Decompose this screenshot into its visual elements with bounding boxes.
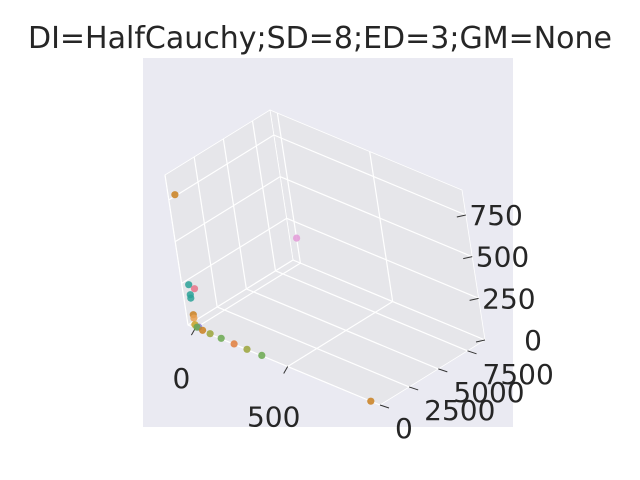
- tick-marks: [190, 214, 486, 409]
- scatter-point: [185, 281, 193, 289]
- x-tick-label: 500: [247, 401, 300, 434]
- scatter-point: [190, 285, 199, 293]
- z-tick-label: 750: [469, 199, 522, 232]
- scatter-point: [258, 351, 266, 359]
- y-tick-label: 2500: [424, 394, 495, 427]
- scatter-point: [187, 294, 195, 302]
- scatter-point: [217, 334, 225, 342]
- z-gridline-back: [292, 259, 486, 341]
- y-tick-mark: [409, 386, 419, 391]
- y-gridline-floor: [246, 288, 439, 370]
- scatter-point: [171, 191, 179, 199]
- z-gridline-side: [181, 217, 287, 284]
- z-tick-mark: [456, 214, 466, 218]
- x-tick-label: 0: [172, 362, 190, 395]
- y-tick-mark: [438, 368, 448, 373]
- x-tick-mark: [283, 366, 289, 374]
- y-tick-label: 5000: [453, 376, 524, 409]
- scatter-point: [193, 323, 201, 331]
- data-points: [171, 191, 375, 405]
- y-gridline-floor: [275, 270, 468, 352]
- scatter-point: [243, 345, 251, 353]
- y-gridline-floor: [216, 306, 410, 388]
- z-tick-label: 250: [482, 282, 535, 315]
- chart-title: DI=HalfCauchy;SD=8;ED=3;GM=None: [28, 21, 612, 56]
- z-gridline-side: [174, 176, 281, 243]
- z-tick-label: 0: [524, 324, 542, 357]
- scatter-point: [190, 314, 198, 322]
- scatter-point: [367, 397, 375, 405]
- y-tick-label: 0: [395, 412, 413, 445]
- z-gridline-side: [168, 134, 275, 201]
- z-tick-label: 500: [476, 241, 529, 274]
- y-tick-mark: [467, 350, 477, 355]
- y-tick-label: 7500: [483, 358, 554, 391]
- z-gridline-back: [279, 176, 473, 258]
- scatter-point: [230, 340, 238, 348]
- z-gridline-back: [286, 217, 479, 299]
- z-gridline-back: [273, 134, 467, 216]
- z-tick-mark: [469, 297, 479, 301]
- y-tick-mark: [379, 404, 390, 409]
- z-tick-mark: [463, 256, 473, 260]
- scatter-point: [206, 330, 214, 338]
- z-gridline-side: [187, 259, 294, 326]
- scatter-point: [199, 326, 207, 334]
- z-tick-mark: [475, 339, 486, 343]
- scatter-point: [293, 234, 301, 242]
